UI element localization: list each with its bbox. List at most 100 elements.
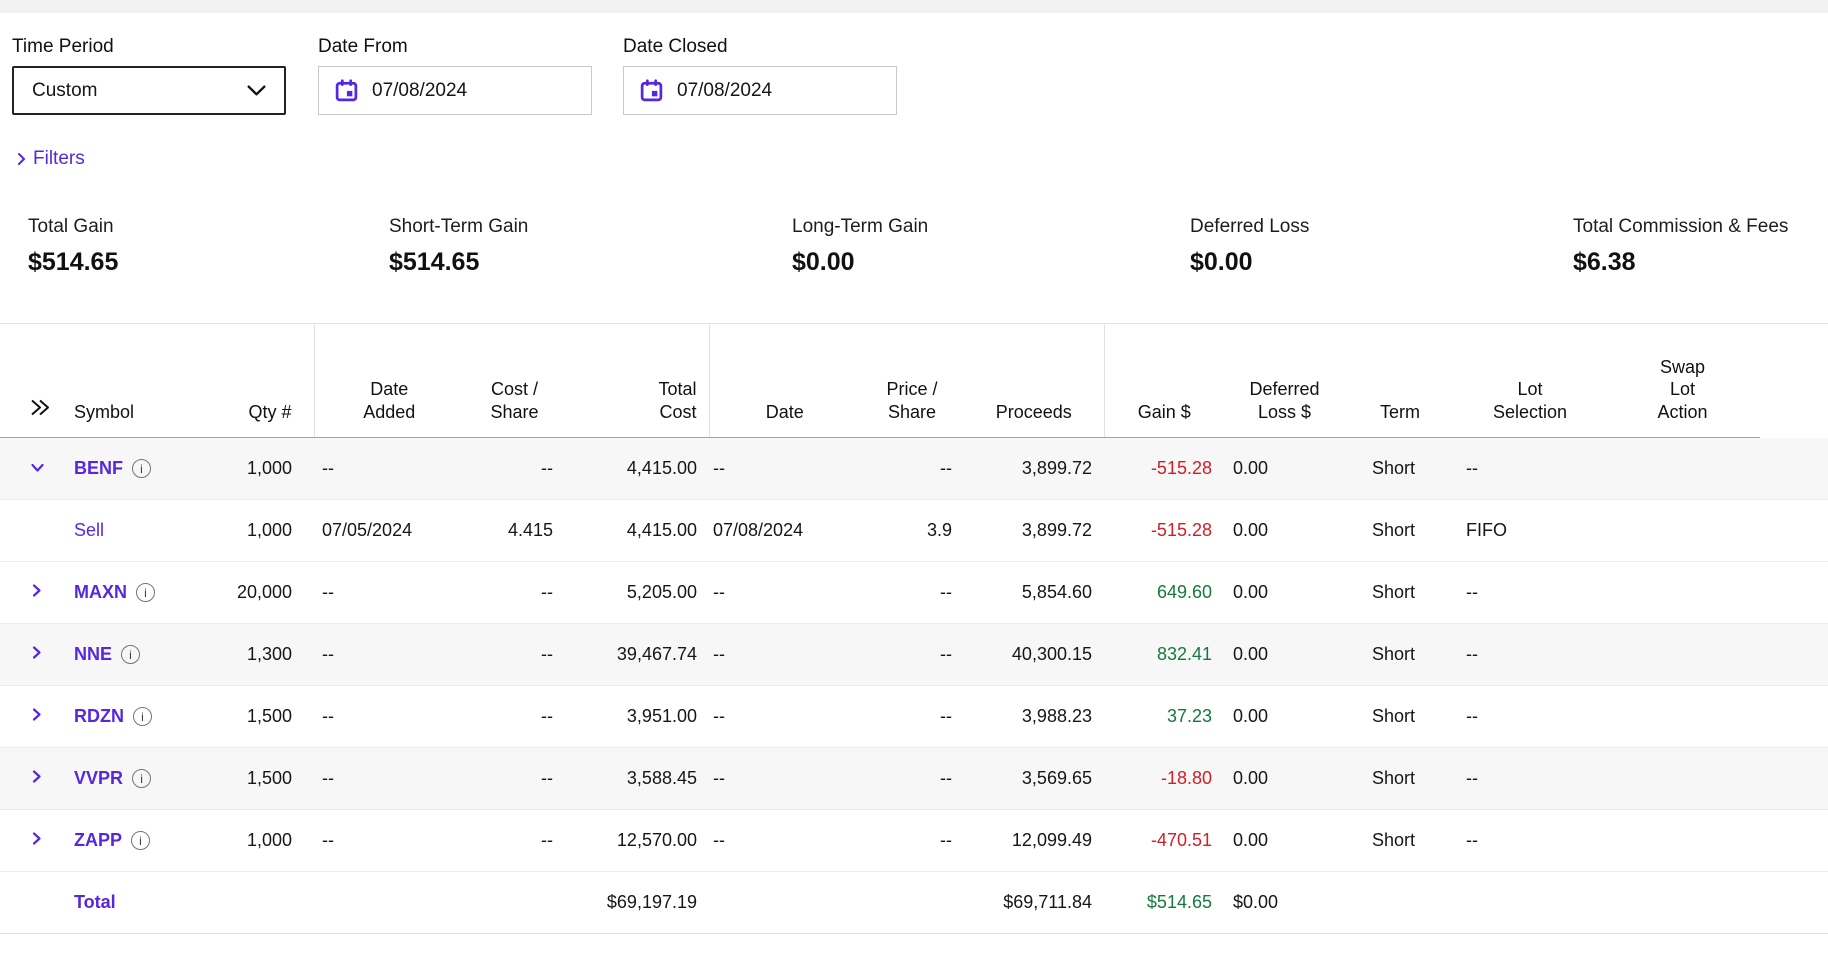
- column-header-expand: [0, 324, 56, 438]
- cell-price_share: --: [860, 748, 964, 810]
- cell-symbol: Total: [56, 872, 196, 934]
- cell-deferred: $0.00: [1224, 872, 1345, 934]
- column-header-date: Date: [709, 324, 860, 438]
- date-from-input[interactable]: 07/08/2024: [318, 66, 592, 115]
- metric-label: Long-Term Gain: [792, 216, 928, 238]
- chevron-right-icon: [17, 152, 26, 166]
- metric-value: $6.38: [1573, 248, 1788, 277]
- cell-lot: --: [1455, 810, 1605, 872]
- cell-date: --: [709, 810, 860, 872]
- symbol-link[interactable]: BENF: [74, 458, 123, 479]
- column-header-term: Term: [1345, 324, 1455, 438]
- symbol-link[interactable]: NNE: [74, 644, 112, 665]
- cell-pad: [1760, 686, 1828, 748]
- chevron-right-icon[interactable]: [30, 645, 43, 660]
- calendar-icon[interactable]: [639, 78, 664, 103]
- top-strip: [0, 0, 1828, 13]
- cell-date_added: --: [314, 748, 464, 810]
- cell-cost_share: --: [464, 810, 565, 872]
- column-header-total_cost: TotalCost: [565, 324, 709, 438]
- cell-date: --: [709, 748, 860, 810]
- metric-label: Total Gain: [28, 216, 118, 238]
- cell-proceeds: 3,988.23: [964, 686, 1104, 748]
- chevron-right-icon[interactable]: [30, 769, 43, 784]
- cell-date_added: --: [314, 438, 464, 500]
- cell-term: Short: [1345, 748, 1455, 810]
- cell-total_cost: 5,205.00: [565, 562, 709, 624]
- column-header-cost_share: Cost /Share: [464, 324, 565, 438]
- symbol-link[interactable]: MAXN: [74, 582, 127, 603]
- info-icon[interactable]: i: [131, 831, 150, 850]
- column-header-gain: Gain $: [1104, 324, 1224, 438]
- cell-swap: [1605, 500, 1760, 562]
- cell-symbol: NNE i: [56, 624, 196, 686]
- cell-date_added: 07/05/2024: [314, 500, 464, 562]
- cell-date_added: --: [314, 686, 464, 748]
- cell-term: Short: [1345, 810, 1455, 872]
- cell-total_cost: 3,951.00: [565, 686, 709, 748]
- table-row-vvpr: VVPRi1,500----3,588.45----3,569.65-18.80…: [0, 748, 1828, 810]
- cell-proceeds: $69,711.84: [964, 872, 1104, 934]
- time-period-value: Custom: [32, 80, 97, 102]
- cell-term: [1345, 872, 1455, 934]
- info-icon[interactable]: i: [121, 645, 140, 664]
- metric-value: $0.00: [792, 248, 928, 277]
- cell-cost_share: 4.415: [464, 500, 565, 562]
- cell-price_share: --: [860, 624, 964, 686]
- info-icon[interactable]: i: [136, 583, 155, 602]
- cell-date: 07/08/2024: [709, 500, 860, 562]
- cell-qty: 1,300: [196, 624, 314, 686]
- cell-qty: 1,000: [196, 810, 314, 872]
- cell-gain: -515.28: [1104, 438, 1224, 500]
- chevron-down-icon[interactable]: [30, 461, 45, 474]
- date-closed-input[interactable]: 07/08/2024: [623, 66, 897, 115]
- calendar-icon[interactable]: [334, 78, 359, 103]
- cell-gain: 649.60: [1104, 562, 1224, 624]
- cell-qty: 1,000: [196, 438, 314, 500]
- cell-term: Short: [1345, 562, 1455, 624]
- cell-gain: -470.51: [1104, 810, 1224, 872]
- summary-metric: Short-Term Gain $514.65: [389, 216, 528, 277]
- info-icon[interactable]: i: [132, 459, 151, 478]
- cell-qty: 1,000: [196, 500, 314, 562]
- cell-pad: [1760, 438, 1828, 500]
- cell-symbol: RDZN i: [56, 686, 196, 748]
- cell-expand: [0, 748, 56, 810]
- info-icon[interactable]: i: [132, 769, 151, 788]
- cell-cost_share: --: [464, 686, 565, 748]
- total-row: Total$69,197.19$69,711.84$514.65$0.00: [0, 872, 1828, 934]
- cell-lot: --: [1455, 562, 1605, 624]
- symbol-link[interactable]: RDZN: [74, 706, 124, 727]
- cell-expand: [0, 438, 56, 500]
- cell-proceeds: 3,569.65: [964, 748, 1104, 810]
- column-header-price_share: Price /Share: [860, 324, 964, 438]
- table-row-zapp: ZAPPi1,000----12,570.00----12,099.49-470…: [0, 810, 1828, 872]
- cell-lot: --: [1455, 624, 1605, 686]
- chevron-right-icon[interactable]: [30, 707, 43, 722]
- cell-date: --: [709, 438, 860, 500]
- symbol-link[interactable]: ZAPP: [74, 830, 122, 851]
- symbol-link[interactable]: VVPR: [74, 768, 123, 789]
- summary-metric: Deferred Loss $0.00: [1190, 216, 1309, 277]
- cell-price_share: --: [860, 562, 964, 624]
- cell-symbol: Sell: [56, 500, 196, 562]
- chevron-right-icon[interactable]: [30, 583, 43, 598]
- chevron-right-icon[interactable]: [30, 831, 43, 846]
- cell-expand: [0, 624, 56, 686]
- cell-swap: [1605, 562, 1760, 624]
- date-closed-label: Date Closed: [623, 36, 728, 58]
- cell-proceeds: 3,899.72: [964, 438, 1104, 500]
- cell-qty: [196, 872, 314, 934]
- table-row-benf: BENFi1,000----4,415.00----3,899.72-515.2…: [0, 438, 1828, 500]
- cell-date: --: [709, 624, 860, 686]
- cell-total_cost: 12,570.00: [565, 810, 709, 872]
- expand-all-icon[interactable]: [28, 397, 52, 418]
- table-row-maxn: MAXNi20,000----5,205.00----5,854.60649.6…: [0, 562, 1828, 624]
- info-icon[interactable]: i: [133, 707, 152, 726]
- sell-link[interactable]: Sell: [74, 520, 104, 541]
- cell-pad: [1760, 810, 1828, 872]
- cell-price_share: --: [860, 438, 964, 500]
- cell-gain: 37.23: [1104, 686, 1224, 748]
- time-period-select[interactable]: Custom: [12, 66, 286, 115]
- filters-link[interactable]: Filters: [17, 148, 85, 170]
